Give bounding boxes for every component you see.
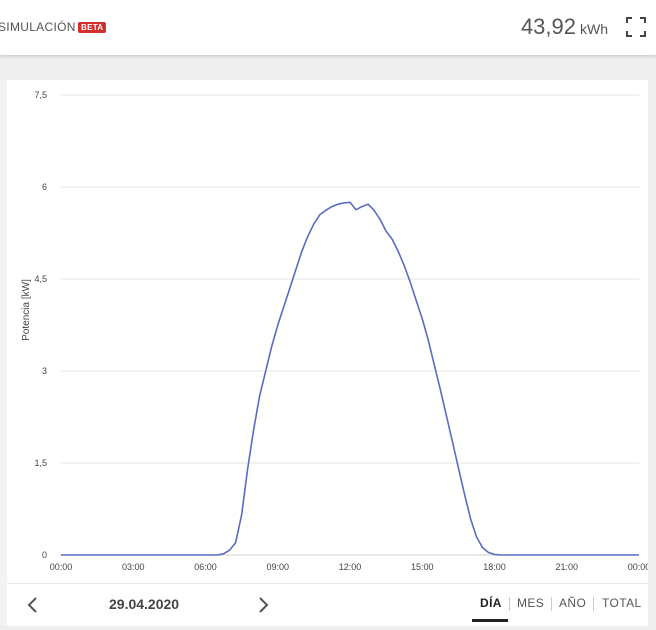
y-axis-label: Potencia [kW]: [21, 279, 32, 341]
simulation-label: SIMULACIÓN: [0, 20, 76, 34]
date-label[interactable]: 29.04.2020: [109, 596, 180, 612]
energy-unit: kWh: [580, 21, 608, 37]
tab-year[interactable]: AÑO: [559, 596, 587, 610]
y-tick-label: 4,5: [34, 274, 47, 284]
y-tick-label: 6: [42, 182, 47, 192]
tab-month[interactable]: MES: [517, 596, 545, 610]
series-layer: [61, 201, 639, 556]
chevron-left-icon: [27, 597, 37, 613]
fullscreen-icon[interactable]: [625, 16, 647, 38]
x-tick-label: 12:00: [339, 562, 362, 572]
y-tick-labels: 0 1,5 3 4,5 6 7,5: [34, 90, 47, 560]
x-tick-label: 15:00: [411, 562, 434, 572]
tab-divider: [509, 597, 510, 611]
chevron-right-icon: [259, 597, 269, 613]
next-day-button[interactable]: [253, 594, 273, 616]
beta-badge: BETA: [78, 22, 107, 33]
tab-divider: [593, 597, 594, 611]
x-tick-label: 09:00: [266, 562, 289, 572]
x-tick-label: 00:00: [628, 562, 648, 572]
x-tick-label: 06:00: [194, 562, 217, 572]
tab-day[interactable]: DÍA: [480, 596, 502, 610]
tab-total[interactable]: TOTAL: [602, 596, 642, 610]
y-tick-label: 3: [42, 366, 47, 376]
x-tick-labels: 00:00 03:00 06:00 09:00 12:00 15:00 18:00 21:00…: [50, 562, 648, 572]
power-series-line: [61, 201, 639, 556]
footer-bar: 29.04.2020 DÍA MES AÑO TOTAL: [7, 583, 648, 626]
x-tick-label: 00:00: [50, 562, 73, 572]
x-tick-label: 03:00: [122, 562, 145, 572]
active-tab-indicator: [472, 619, 508, 622]
chart-card: 0 1,5 3 4,5 6 7,5 00:00 03:00 06:00 09:00 12:00 15…: [7, 80, 648, 625]
left-margin: [0, 80, 7, 625]
y-tick-label: 1,5: [34, 458, 47, 468]
grid-lines: [61, 94, 639, 556]
x-tick-label: 21:00: [555, 562, 578, 572]
power-chart: 0 1,5 3 4,5 6 7,5 00:00 03:00 06:00 09:00 12:00 15…: [21, 90, 648, 572]
tab-divider: [551, 597, 552, 611]
energy-total: 43,92 kWh: [521, 14, 608, 40]
y-tick-label: 0: [42, 550, 47, 560]
prev-day-button[interactable]: [23, 594, 43, 616]
y-tick-label: 7,5: [34, 90, 47, 100]
header-bar: SIMULACIÓN BETA 43,92 kWh: [0, 0, 656, 55]
x-tick-label: 18:00: [483, 562, 506, 572]
energy-value: 43,92: [520, 14, 576, 39]
